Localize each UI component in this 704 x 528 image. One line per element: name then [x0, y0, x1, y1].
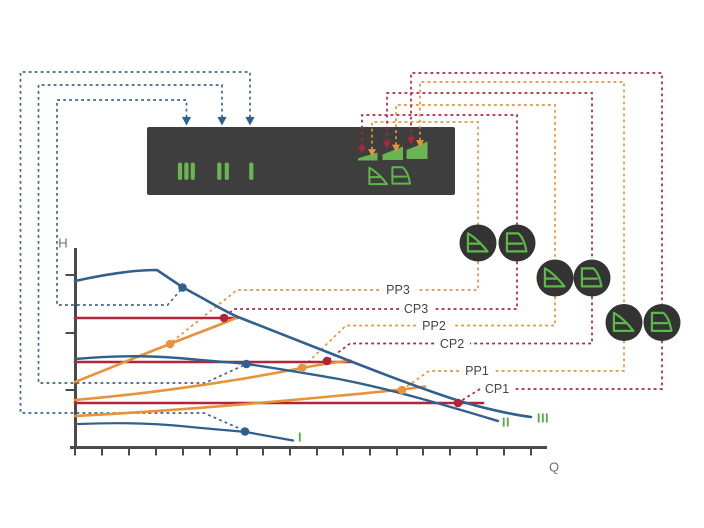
curve-label-III: III	[536, 410, 550, 425]
pp3-bracket	[371, 121, 479, 225]
arrow-down-icon	[392, 144, 400, 152]
pp1-label: PP1	[462, 365, 492, 378]
panel-speed-II-bar	[224, 162, 229, 180]
duty-point-dot-cp-line-1	[453, 398, 463, 408]
pp2-bracket	[395, 104, 556, 260]
cp2-label-link-right	[470, 296, 593, 345]
cp1-bracket	[410, 72, 663, 304]
cp3-bracket	[361, 114, 518, 225]
arrow-down-icon	[358, 146, 366, 154]
constant-pressure-icon	[505, 232, 528, 253]
arrow-down-icon	[181, 116, 192, 126]
constant-pressure-icon	[650, 311, 673, 332]
arrow-down-icon	[217, 116, 227, 126]
y-axis-label: H	[58, 235, 68, 251]
proportional-pressure-icon	[368, 166, 389, 186]
cp3-label: CP3	[400, 303, 432, 316]
duty-point-dot-pp-curve-1	[397, 385, 407, 395]
pp-curve-2	[73, 359, 352, 402]
panel-speed-I-bar	[249, 162, 254, 180]
duty-point-dot-pp-curve-2	[297, 363, 307, 373]
constant-pressure-icon	[391, 166, 412, 185]
pp-curve-1	[73, 385, 427, 418]
cp1-label-link-right	[515, 340, 663, 390]
speed-bracket-I	[19, 71, 251, 432]
pp2-label-link-left	[301, 324, 416, 369]
panel-speed-II-bar	[217, 162, 222, 180]
duty-point-dot-pump-curve-I	[240, 427, 250, 436]
duty-point-dot-cp-line-2	[322, 356, 332, 366]
pp1-label-link-right	[495, 340, 625, 372]
cp2-label: CP2	[436, 337, 468, 350]
pump-curve-I	[76, 422, 295, 442]
pump-curve-II	[73, 355, 500, 423]
panel-speed-III-bar	[184, 162, 189, 180]
x-axis-label: Q	[548, 459, 560, 475]
cp2-bracket	[386, 92, 593, 260]
cp1-label: CP1	[481, 383, 513, 396]
pp3-label: PP3	[383, 284, 413, 297]
cp1-label-link-left	[458, 388, 481, 404]
pp-curve-3	[73, 316, 239, 384]
pp1-bracket	[419, 81, 625, 304]
curve-label-II: II	[501, 414, 511, 429]
proportional-pressure-icon	[466, 232, 489, 253]
duty-point-dot-cp-line-3	[219, 313, 229, 323]
speed-bracket-III	[56, 99, 188, 306]
speed-ramp-medium-icon	[382, 146, 403, 160]
pump-curve-III	[73, 268, 533, 419]
duty-point-dot-pp-curve-3	[165, 339, 175, 349]
duty-point-dot-pump-curve-III	[178, 283, 187, 292]
panel-speed-III-bar	[190, 162, 195, 180]
pp2-label-link-right	[452, 296, 556, 327]
proportional-pressure-icon	[612, 311, 635, 332]
pp2-label: PP2	[419, 319, 449, 332]
arrow-down-icon	[368, 149, 376, 157]
curve-label-I: I	[297, 429, 303, 445]
proportional-pressure-icon	[543, 267, 566, 288]
arrow-down-icon	[245, 116, 255, 126]
pp3-label-link-right	[417, 261, 479, 291]
pp1-label-link-left	[402, 370, 459, 391]
cp3-label-link-left	[223, 308, 399, 319]
panel-speed-III-bar	[177, 162, 183, 180]
cp3-label-link-right	[434, 261, 518, 310]
arrow-down-icon	[383, 141, 391, 149]
duty-point-dot-pump-curve-II	[242, 359, 251, 369]
arrow-down-icon	[416, 140, 424, 148]
arrow-down-icon	[407, 137, 415, 145]
speed-ramp-large-icon	[406, 141, 428, 159]
pp3-label-link-left	[169, 289, 379, 344]
constant-pressure-icon	[580, 267, 603, 288]
